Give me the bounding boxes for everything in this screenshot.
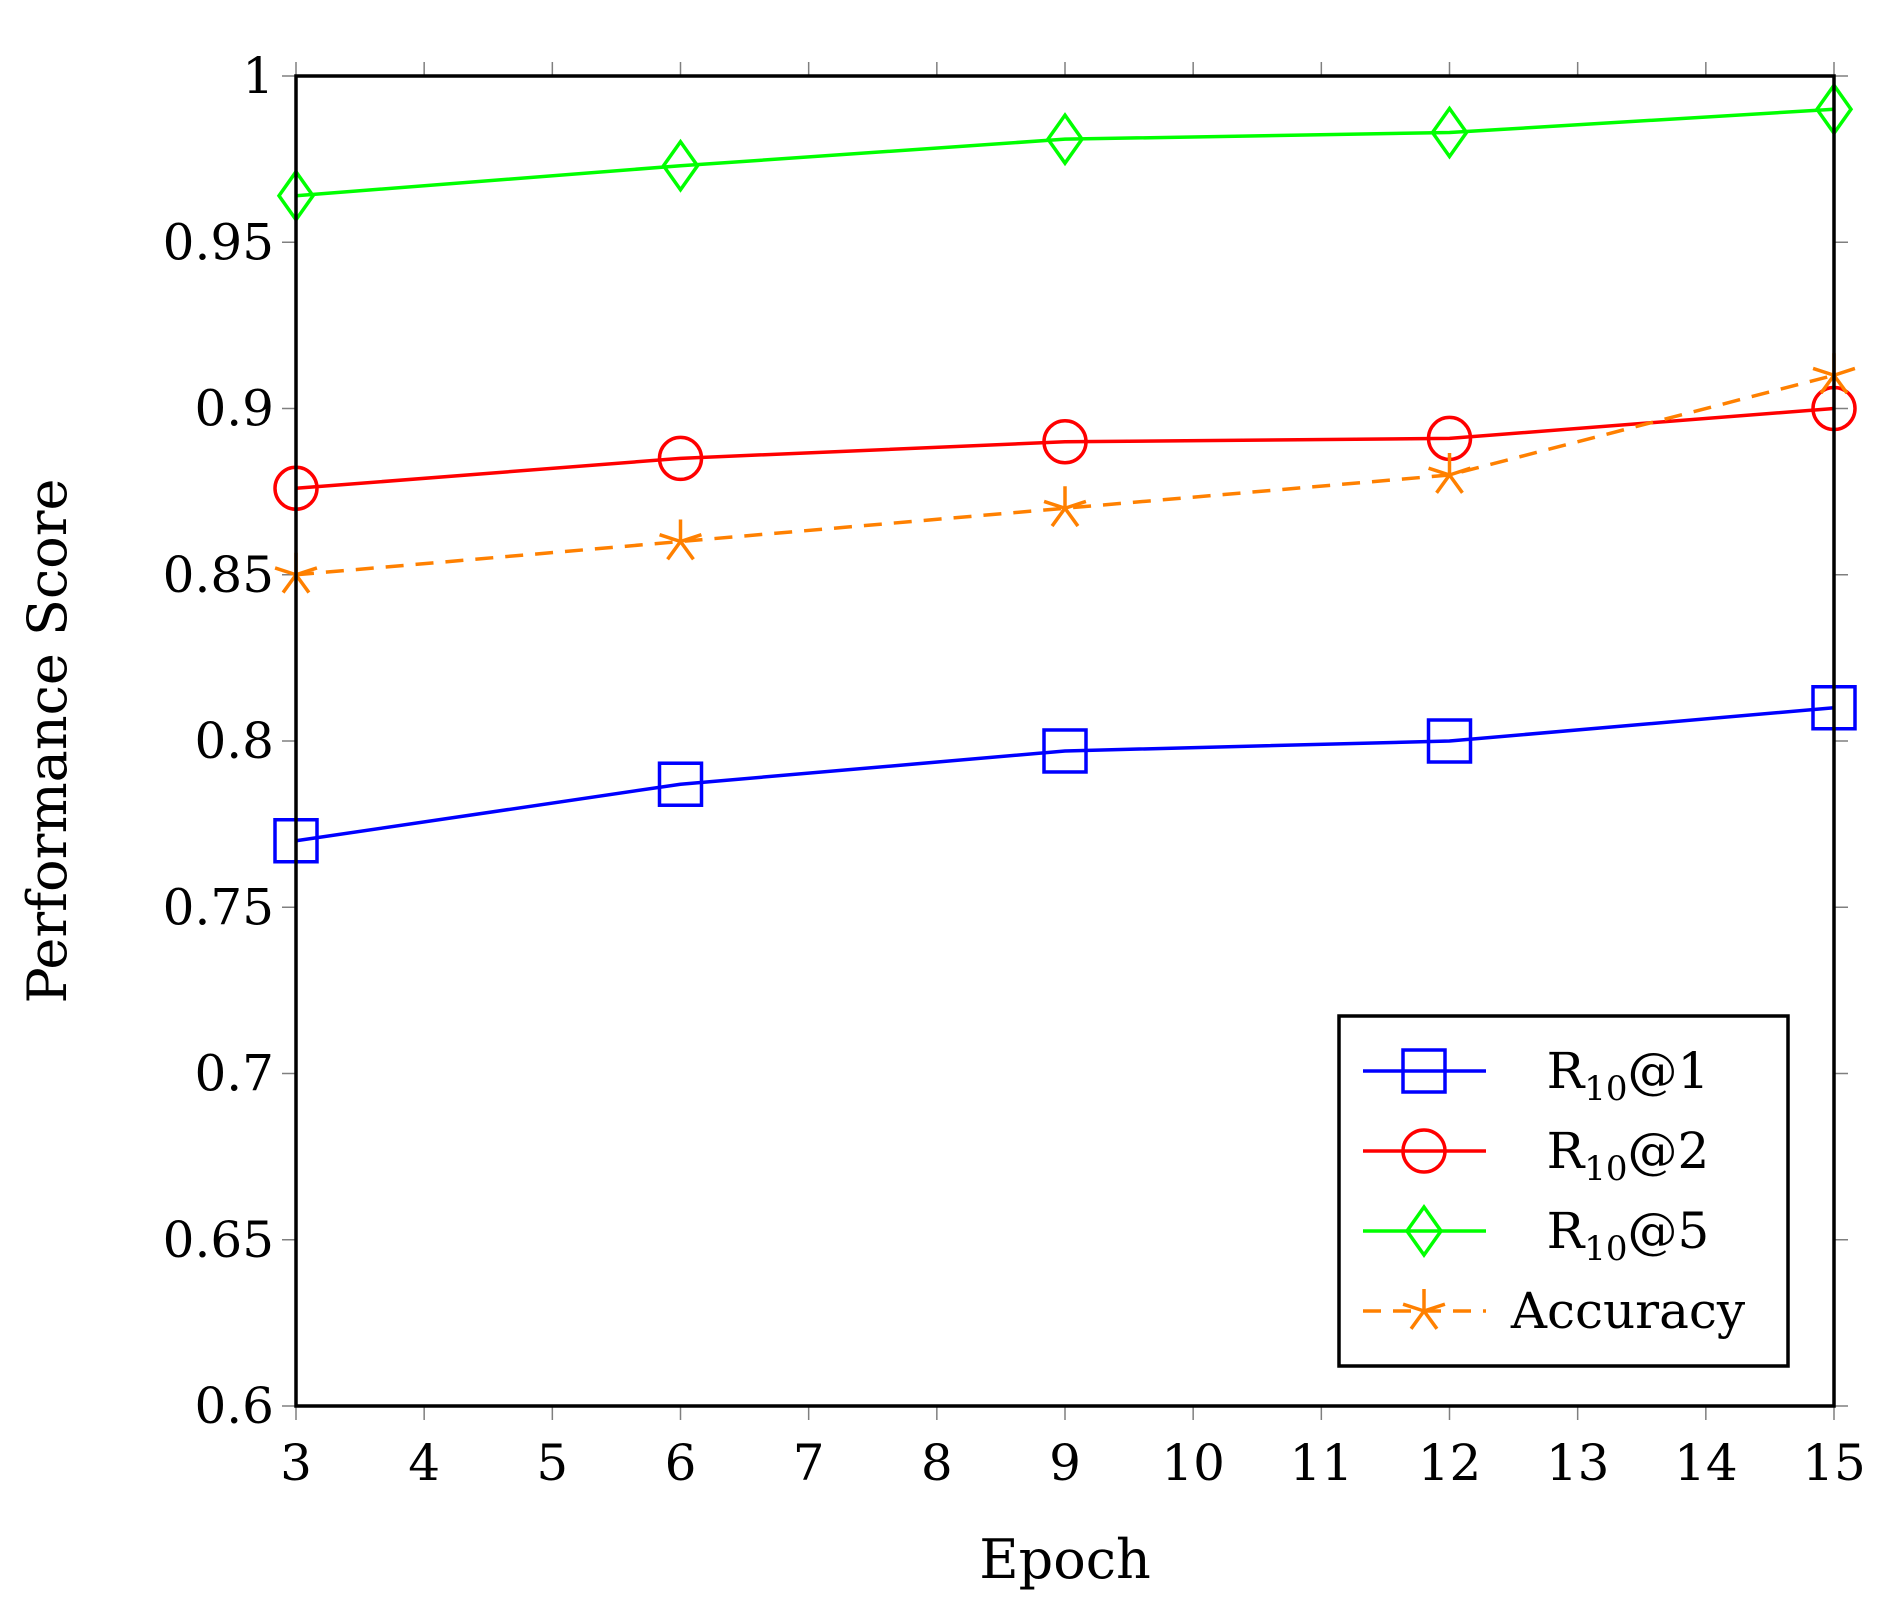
- y-tick-label: 0.95: [163, 213, 274, 271]
- data-point: [1042, 728, 1088, 774]
- series-line: [295, 107, 1835, 198]
- x-axis-title: Epoch: [979, 1528, 1151, 1591]
- star-marker-ray: [666, 540, 682, 561]
- y-tick-label: 0.7: [194, 1045, 274, 1103]
- legend-marker: [1402, 1289, 1446, 1330]
- x-tick-label: 10: [1161, 1434, 1225, 1492]
- star-marker-ray: [1448, 466, 1471, 477]
- legend: R10@1 R10@2 R10@5 Accuracy: [1337, 1014, 1790, 1368]
- y-tick-label: 1: [242, 47, 274, 105]
- data-point: [1428, 453, 1471, 494]
- y-tick-label: 0.65: [163, 1211, 274, 1269]
- data-point: [659, 519, 702, 561]
- data-point: [657, 435, 704, 482]
- x-tick-label: 6: [665, 1434, 697, 1492]
- data-point: [1042, 419, 1088, 465]
- data-point: [1430, 105, 1469, 160]
- axis-labels: Epoch Performance Score: [16, 478, 1151, 1591]
- series-0: [273, 685, 1857, 864]
- y-tick-label: 0.8: [194, 712, 274, 770]
- star-marker-ray: [1832, 374, 1849, 395]
- star-marker-ray: [1063, 507, 1080, 528]
- y-tick-label: 0.9: [194, 380, 274, 438]
- star-marker-ray: [294, 573, 311, 594]
- series-2: [276, 82, 1854, 223]
- star-marker-ray: [1422, 1309, 1439, 1330]
- star-marker-ray: [295, 566, 318, 577]
- star-marker-ray: [1050, 507, 1067, 528]
- legend-marker: [1401, 1128, 1447, 1174]
- star-marker-ray: [1428, 466, 1451, 477]
- data-point: [661, 138, 700, 193]
- star-marker-ray: [1043, 499, 1066, 510]
- star-marker-ray: [1448, 473, 1464, 494]
- star-marker-ray: [1409, 1309, 1426, 1330]
- y-tick-label: 0.75: [163, 878, 274, 936]
- y-tick-label: 0.6: [194, 1377, 274, 1435]
- legend-label: R10@5: [1547, 1202, 1710, 1269]
- star-marker-ray: [281, 573, 298, 594]
- star-marker-ray: [659, 533, 682, 544]
- legend-label: R10@2: [1547, 1122, 1710, 1189]
- x-tick-label: 14: [1674, 1434, 1738, 1492]
- x-tick-label: 5: [536, 1434, 568, 1492]
- legend-marker: [1401, 1048, 1447, 1094]
- data-point: [1045, 112, 1085, 167]
- axis-ticks: 3 4 5 6 7 8 9 10 11 12 13 14 15 0.6 0.65 0.7 0.75 0.8 0.85…: [163, 47, 1866, 1492]
- star-marker-ray: [679, 540, 695, 561]
- data-point: [1043, 486, 1087, 528]
- x-tick-label: 8: [921, 1434, 953, 1492]
- star-marker-ray: [679, 533, 702, 544]
- legend-item: Accuracy: [1363, 1282, 1746, 1340]
- star-marker-ray: [1819, 374, 1836, 395]
- x-tick-label: 11: [1290, 1434, 1354, 1492]
- series-line: [295, 406, 1835, 491]
- x-tick-label: 7: [793, 1434, 825, 1492]
- series-3: [274, 353, 1856, 594]
- x-tick-label: 15: [1802, 1434, 1866, 1492]
- x-tick-label: 13: [1546, 1434, 1610, 1492]
- star-marker-ray: [1423, 1302, 1446, 1313]
- x-tick-label: 3: [280, 1434, 312, 1492]
- legend-item: R10@1: [1363, 1042, 1709, 1109]
- data-point: [1426, 718, 1473, 764]
- star-marker-ray: [1064, 499, 1087, 510]
- series-line: [295, 706, 1835, 843]
- legend-item: R10@5: [1363, 1202, 1709, 1269]
- series-line: [295, 373, 1835, 577]
- star-marker-ray: [1812, 366, 1835, 377]
- plot-frame: [294, 74, 1836, 1408]
- star-marker-ray: [274, 566, 297, 577]
- y-tick-label: 0.85: [163, 546, 274, 604]
- y-axis-title: Performance Score: [16, 478, 79, 1003]
- legend-label: Accuracy: [1510, 1282, 1746, 1340]
- data-point: [1812, 353, 1856, 395]
- x-tick-label: 4: [408, 1434, 440, 1492]
- legend-marker: [1404, 1203, 1444, 1259]
- series-group: [273, 82, 1857, 864]
- x-tick-label: 9: [1049, 1434, 1081, 1492]
- star-marker-ray: [1402, 1302, 1425, 1313]
- legend-item: R10@2: [1363, 1122, 1709, 1189]
- data-point: [657, 761, 704, 807]
- legend-label: R10@1: [1547, 1042, 1710, 1109]
- star-marker-ray: [1435, 473, 1451, 494]
- x-tick-label: 12: [1418, 1434, 1482, 1492]
- star-marker-ray: [1833, 366, 1856, 377]
